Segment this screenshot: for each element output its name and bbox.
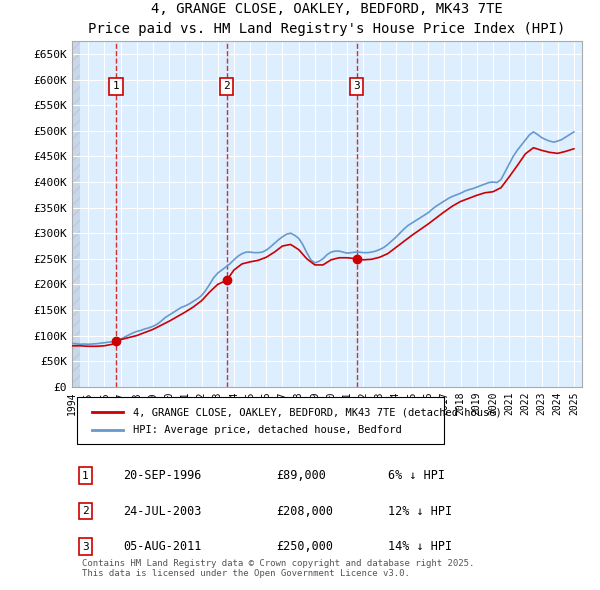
Title: 4, GRANGE CLOSE, OAKLEY, BEDFORD, MK43 7TE
Price paid vs. HM Land Registry's Hou: 4, GRANGE CLOSE, OAKLEY, BEDFORD, MK43 7… bbox=[88, 2, 566, 36]
Text: 1: 1 bbox=[113, 81, 119, 91]
Text: 14% ↓ HPI: 14% ↓ HPI bbox=[388, 540, 452, 553]
Bar bbox=[72, 41, 80, 386]
Text: 20-SEP-1996: 20-SEP-1996 bbox=[123, 469, 202, 482]
Text: 6% ↓ HPI: 6% ↓ HPI bbox=[388, 469, 445, 482]
Text: 12% ↓ HPI: 12% ↓ HPI bbox=[388, 504, 452, 517]
Text: 24-JUL-2003: 24-JUL-2003 bbox=[123, 504, 202, 517]
Text: 1: 1 bbox=[82, 471, 89, 480]
Text: £208,000: £208,000 bbox=[276, 504, 333, 517]
FancyBboxPatch shape bbox=[77, 396, 444, 444]
Text: 2: 2 bbox=[223, 81, 230, 91]
Text: HPI: Average price, detached house, Bedford: HPI: Average price, detached house, Bedf… bbox=[133, 425, 402, 435]
Text: Contains HM Land Registry data © Crown copyright and database right 2025.
This d: Contains HM Land Registry data © Crown c… bbox=[82, 559, 475, 578]
Text: £250,000: £250,000 bbox=[276, 540, 333, 553]
Text: 05-AUG-2011: 05-AUG-2011 bbox=[123, 540, 202, 553]
Text: 3: 3 bbox=[353, 81, 360, 91]
Text: 4, GRANGE CLOSE, OAKLEY, BEDFORD, MK43 7TE (detached house): 4, GRANGE CLOSE, OAKLEY, BEDFORD, MK43 7… bbox=[133, 407, 502, 417]
Text: £89,000: £89,000 bbox=[276, 469, 326, 482]
Text: 2: 2 bbox=[82, 506, 89, 516]
Text: 3: 3 bbox=[82, 542, 89, 552]
